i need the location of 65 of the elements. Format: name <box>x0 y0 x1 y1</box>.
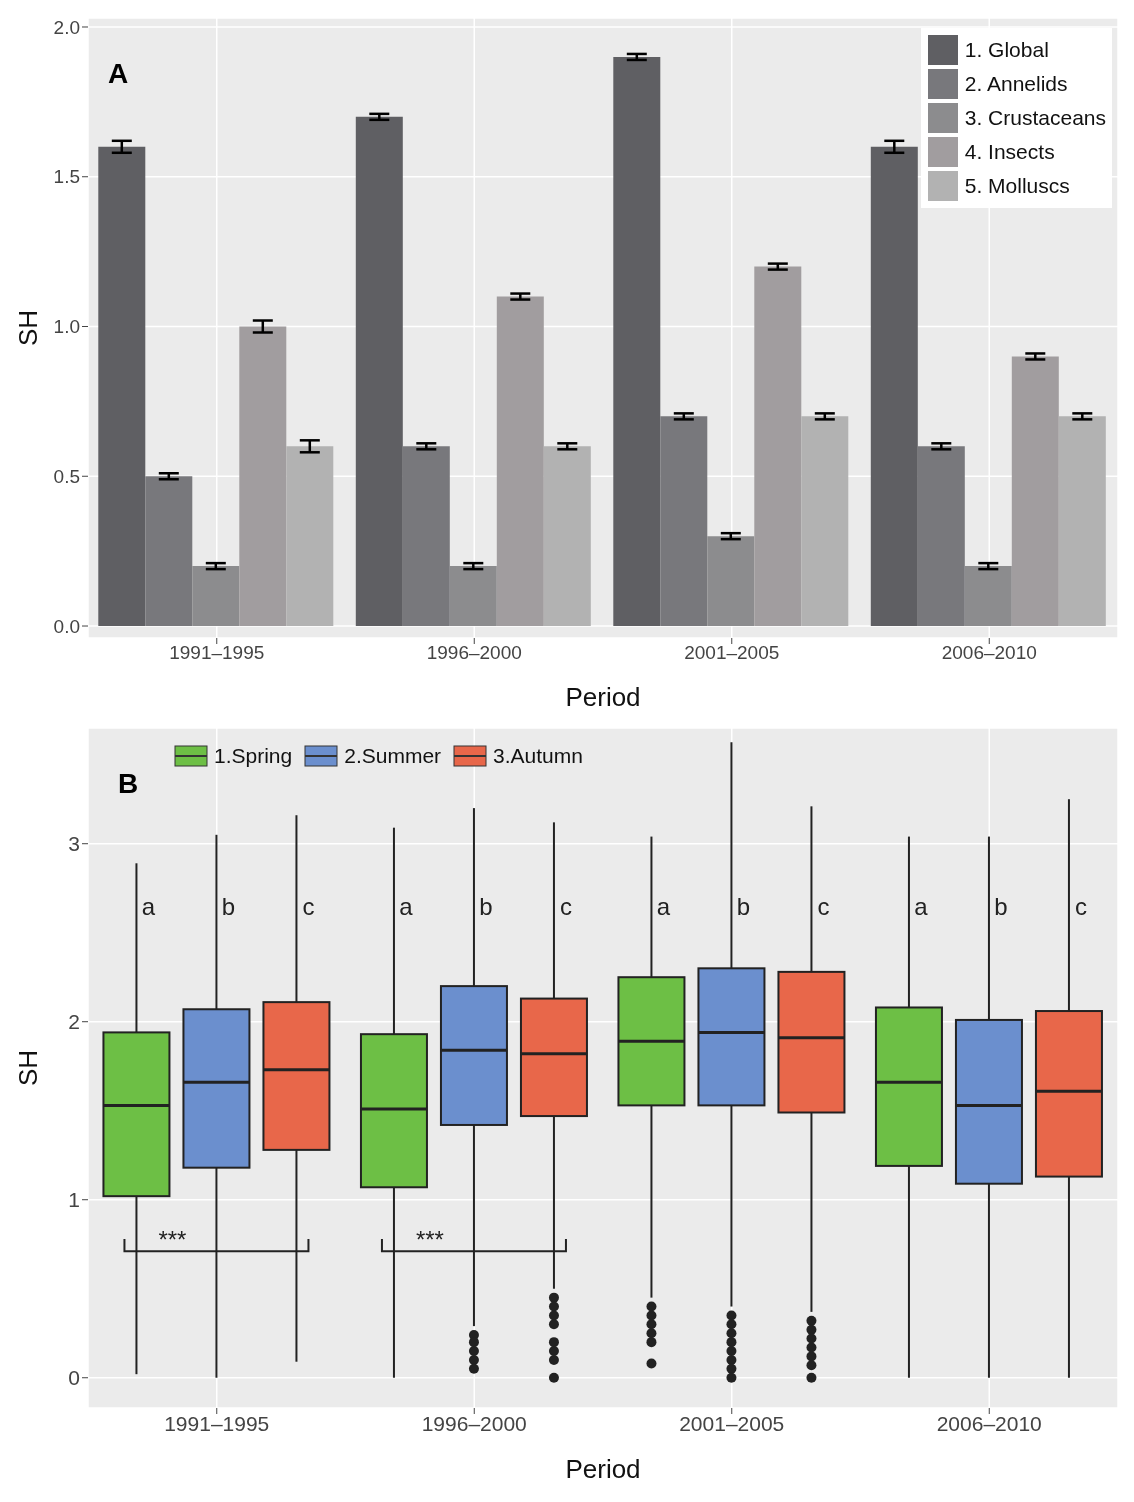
bar <box>964 566 1012 627</box>
y-tick-label: 2.0 <box>53 16 80 38</box>
y-tick-label: 0 <box>68 1366 80 1390</box>
legend-label: 5. Molluscs <box>964 174 1070 198</box>
y-axis-title: SH <box>13 309 44 347</box>
bar <box>355 116 403 627</box>
bar <box>613 56 661 627</box>
bar <box>1058 416 1106 627</box>
x-tick-label: 1996–2000 <box>426 642 522 664</box>
annotation: c <box>817 892 830 920</box>
y-tick-label: 1 <box>68 1188 80 1212</box>
annotation: b <box>479 892 493 920</box>
bar <box>192 566 240 627</box>
y-axis-title: SH <box>13 1049 44 1087</box>
annotation: *** <box>158 1225 187 1253</box>
annotation: a <box>656 892 671 920</box>
annotation: c <box>302 892 315 920</box>
x-tick-label: 1991–1995 <box>164 1411 270 1435</box>
bar <box>660 416 708 627</box>
legend-label: 4. Insects <box>964 140 1055 164</box>
legend-label: 2.Summer <box>344 744 442 768</box>
annotation: a <box>914 892 929 920</box>
y-tick-label: 1.5 <box>53 166 80 188</box>
x-tick-label: 2006–2010 <box>936 1411 1042 1435</box>
bar <box>1011 356 1059 627</box>
bar <box>496 296 544 627</box>
annotation: b <box>736 892 751 920</box>
annotation: b <box>221 892 236 920</box>
y-tick-label: 0.5 <box>53 466 80 488</box>
legend-label: 1.Spring <box>214 744 293 768</box>
annotation: a <box>399 892 414 920</box>
x-tick-label: 2006–2010 <box>941 642 1037 664</box>
legend-label: 1. Global <box>964 38 1049 62</box>
annotation: c <box>1074 892 1087 920</box>
bar <box>98 146 146 627</box>
annotation: b <box>994 892 1008 920</box>
bar <box>145 476 193 627</box>
x-tick-label: 1991–1995 <box>169 642 265 664</box>
bar <box>543 446 591 627</box>
annotation: a <box>141 892 156 920</box>
y-tick-label: 0.0 <box>53 615 80 637</box>
annotation: B <box>118 768 139 800</box>
y-tick-label: 3 <box>68 832 80 856</box>
legend-label: 2. Annelids <box>964 72 1068 96</box>
bar <box>239 326 287 627</box>
y-tick-label: 2 <box>68 1010 80 1034</box>
y-tick-label: 1.0 <box>53 316 80 338</box>
annotation: c <box>559 892 572 920</box>
x-tick-label: 1996–2000 <box>421 1411 527 1435</box>
legend-label: 3.Autumn <box>493 744 583 768</box>
legend-label: 3. Crustaceans <box>964 106 1106 130</box>
bar <box>754 266 802 627</box>
bar <box>707 536 755 627</box>
x-axis-title: Period <box>565 682 641 712</box>
bar <box>286 446 334 627</box>
annotation: A <box>108 58 129 90</box>
x-tick-label: 2001–2005 <box>684 642 780 664</box>
bar <box>449 566 497 627</box>
bar <box>402 446 450 627</box>
x-axis-title: Period <box>565 1454 641 1484</box>
bar <box>917 446 965 627</box>
bar <box>801 416 849 627</box>
annotation: *** <box>415 1225 444 1253</box>
x-tick-label: 2001–2005 <box>679 1411 785 1435</box>
bar <box>870 146 918 627</box>
